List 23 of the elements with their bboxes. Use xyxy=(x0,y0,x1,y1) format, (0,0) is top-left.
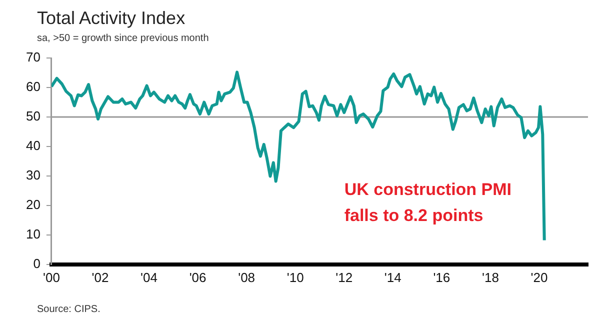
y-tick-label: 40 xyxy=(26,138,40,154)
x-tick-label: '16 xyxy=(433,270,450,285)
source-note: Source: CIPS. xyxy=(37,304,100,315)
annotation: UK construction PMI falls to 8.2 points xyxy=(344,180,512,226)
x-tick-label: '02 xyxy=(92,270,109,285)
x-tick-label: '00 xyxy=(42,270,60,285)
y-tick-label: 10 xyxy=(26,226,40,242)
x-tick-label: '20 xyxy=(530,270,548,285)
chart-subtitle: sa, >50 = growth since previous month xyxy=(37,33,209,44)
y-tick-label: 0 xyxy=(33,256,40,271)
y-tick-label: 70 xyxy=(26,50,40,65)
x-tick-label: '10 xyxy=(286,270,304,285)
y-tick-label: 20 xyxy=(26,197,40,212)
x-tick-label: '14 xyxy=(384,270,402,285)
x-tick-label: '04 xyxy=(140,270,158,285)
y-tick-label: 60 xyxy=(26,79,40,94)
x-tick-label: '12 xyxy=(336,270,353,285)
chart-title: Total Activity Index xyxy=(37,8,186,29)
y-tick-label: 30 xyxy=(26,168,40,183)
x-tick-label: '08 xyxy=(238,270,256,285)
x-tick-label: '18 xyxy=(482,270,499,285)
x-tick-label: '06 xyxy=(189,270,206,285)
y-tick-label: 50 xyxy=(26,108,40,124)
